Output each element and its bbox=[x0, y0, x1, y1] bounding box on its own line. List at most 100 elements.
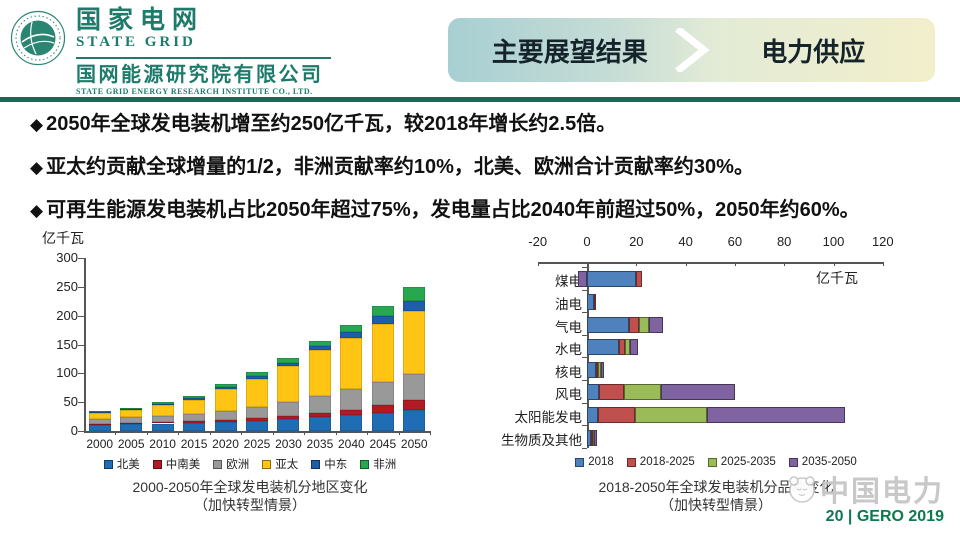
x-tick bbox=[882, 262, 884, 266]
bar-segment bbox=[120, 424, 143, 431]
right-chart-unit-label: 亿千瓦 bbox=[816, 270, 858, 286]
header-divider bbox=[0, 97, 960, 102]
bar-segment bbox=[340, 409, 363, 415]
x-tick bbox=[272, 431, 274, 435]
header-logo: 国家电网 STATE GRID 国网能源研究院有限公司 STATE GRID E… bbox=[10, 6, 331, 97]
x-tick-label: -20 bbox=[528, 234, 548, 249]
bar-segment bbox=[403, 409, 426, 431]
category-tick bbox=[582, 357, 587, 359]
tab-power-supply: 电力供应 bbox=[761, 36, 866, 67]
bar-segment bbox=[183, 397, 206, 400]
bar-segment bbox=[371, 381, 394, 406]
y-tick-label: 0 bbox=[70, 423, 78, 438]
right-chart-legend: 2018 2018-2025 2025-2035 2035-2050 bbox=[486, 456, 946, 468]
left-chart-title: 2000-2050年全球发电装机分地区变化 bbox=[132, 479, 368, 495]
bar-segment bbox=[587, 339, 620, 356]
bar-segment bbox=[246, 420, 268, 431]
y-tick-label: 100 bbox=[56, 365, 78, 381]
bar-segment bbox=[246, 378, 268, 407]
legend-item: 亚太 bbox=[262, 456, 298, 472]
bar-segment bbox=[151, 423, 174, 431]
bar-segment bbox=[151, 403, 174, 406]
bar-segment bbox=[340, 324, 363, 333]
bar-segment bbox=[340, 389, 363, 410]
bar-segment bbox=[277, 366, 300, 403]
bar-segment bbox=[600, 361, 605, 378]
x-tick-label: 0 bbox=[583, 234, 591, 249]
tab-main-outlook-results: 主要展望结果 bbox=[491, 36, 648, 67]
x-tick bbox=[209, 431, 211, 435]
legend-swatch bbox=[213, 459, 223, 469]
x-axis-line bbox=[537, 262, 883, 264]
bar-segment bbox=[151, 422, 174, 424]
bullet-diamond-icon: ◆ bbox=[30, 158, 44, 177]
bar-segment bbox=[308, 417, 331, 431]
page-number: 20 | GERO 2019 bbox=[825, 508, 944, 525]
x-tick-label: 2040 bbox=[338, 437, 365, 451]
legend-swatch bbox=[575, 457, 585, 467]
legend-label: 非洲 bbox=[373, 459, 397, 471]
bar-segment bbox=[120, 409, 143, 418]
category-tick bbox=[582, 447, 587, 449]
bar-segment bbox=[120, 417, 143, 423]
bar-segment bbox=[340, 414, 363, 431]
y-tick-label: 150 bbox=[56, 336, 78, 352]
bar-segment bbox=[403, 301, 426, 312]
legend-label: 北美 bbox=[116, 459, 140, 471]
category-label: 水电 bbox=[555, 342, 582, 358]
bar-segment bbox=[599, 384, 624, 401]
bar-segment bbox=[623, 384, 661, 401]
bar-segment bbox=[371, 323, 394, 382]
bar-segment bbox=[587, 384, 600, 401]
left-chart-subtitle: （加快转型情景） bbox=[194, 497, 306, 513]
bullet-row: ◆ 亚太约贡献全球增量的1/2，非洲贡献率约10%，北美、欧洲合计贡献率约30%。 bbox=[30, 153, 946, 182]
bar-segment bbox=[628, 316, 639, 333]
bar-segment bbox=[403, 286, 426, 302]
bar-segment bbox=[120, 408, 143, 410]
bar-segment bbox=[246, 375, 268, 379]
y-tick bbox=[78, 431, 84, 432]
bar-segment bbox=[587, 429, 591, 446]
legend-item: 2025-2035 bbox=[707, 456, 776, 468]
org-name: 国网能源研究院有限公司 bbox=[76, 64, 324, 86]
y-tick bbox=[78, 258, 84, 259]
bar-segment bbox=[214, 388, 237, 411]
bullet-row: ◆ 2050年全球发电装机增至约250亿千瓦，较2018年增长约2.5倍。 bbox=[30, 110, 946, 139]
bar-segment bbox=[590, 429, 594, 446]
category-label: 太阳能发电 bbox=[514, 409, 583, 425]
x-tick bbox=[367, 431, 369, 435]
bar-segment bbox=[340, 332, 363, 338]
bar-segment bbox=[277, 416, 300, 420]
bar-segment bbox=[648, 316, 664, 333]
legend-swatch bbox=[626, 457, 636, 467]
x-tick bbox=[636, 262, 638, 266]
bar-segment bbox=[598, 406, 636, 423]
y-tick bbox=[78, 286, 84, 288]
left-chart-caption: 2000-2050年全球发电装机分地区变化 （加快转型情景） bbox=[34, 478, 466, 514]
chevron-right-icon bbox=[675, 28, 710, 72]
bar-segment bbox=[277, 402, 300, 416]
category-tick bbox=[582, 267, 587, 268]
legend-swatch bbox=[152, 459, 162, 469]
bar-segment bbox=[183, 421, 206, 423]
bar-segment bbox=[88, 423, 111, 425]
bar-segment bbox=[183, 413, 206, 422]
bar-segment bbox=[308, 350, 331, 397]
bar-segment bbox=[587, 316, 629, 333]
left-chart-legend: 北美 中南美 欧洲 亚太 中东 非洲 bbox=[34, 456, 466, 472]
logo-subtitle: STATE GRID bbox=[76, 34, 196, 50]
y-tick bbox=[78, 402, 84, 404]
x-axis-line bbox=[84, 431, 430, 433]
y-tick-label: 50 bbox=[63, 394, 78, 410]
legend-swatch bbox=[103, 459, 113, 469]
x-tick bbox=[784, 262, 786, 266]
x-tick-label: 40 bbox=[678, 234, 693, 249]
bullet-text: 2050年全球发电装机增至约250亿千瓦，较2018年增长约2.5倍。 bbox=[46, 113, 617, 135]
legend-label: 中东 bbox=[324, 459, 348, 471]
category-tick bbox=[582, 289, 587, 291]
bar-segment bbox=[214, 386, 237, 389]
x-tick-label: 2030 bbox=[275, 437, 302, 451]
legend-label: 2018-2025 bbox=[639, 456, 695, 468]
bar-segment bbox=[598, 361, 601, 378]
